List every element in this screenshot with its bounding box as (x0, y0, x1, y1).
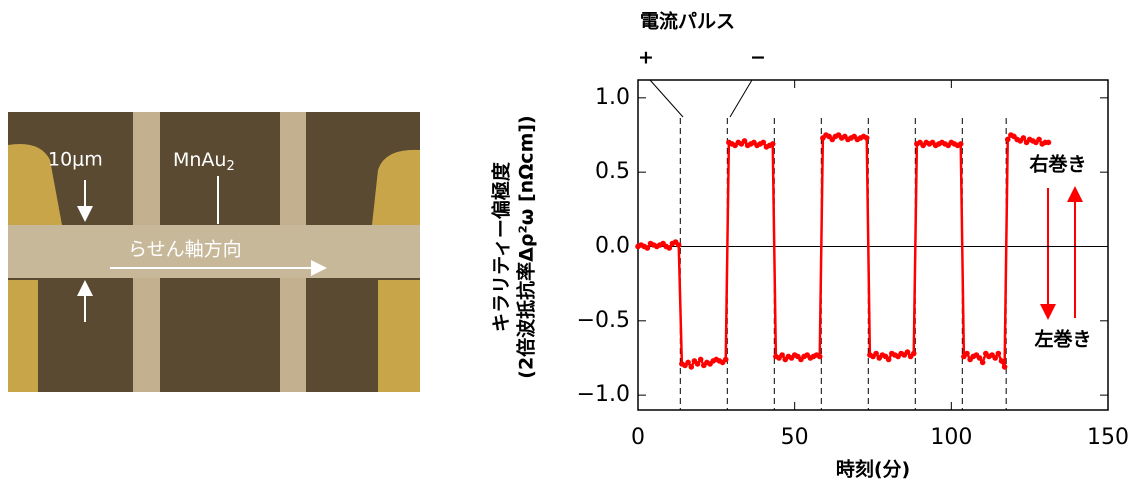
y-tick-label: −0.5 (577, 308, 630, 333)
chart-title: 電流パルス (640, 10, 735, 33)
micrograph: 10μm MnAu2 らせん軸方向 (8, 112, 420, 392)
material-name: MnAu (173, 149, 226, 171)
annotation: 右巻き (1028, 153, 1086, 176)
data-point (911, 351, 917, 357)
pointer (650, 80, 683, 117)
y-label: キラリティー偏極度 (490, 161, 513, 332)
data-point (1002, 364, 1008, 370)
pulse-sign: − (750, 47, 766, 69)
axis-label: らせん軸方向 (128, 239, 242, 261)
figure: 10μm MnAu2 らせん軸方向 電流パルス + − キラリティー偏極度 (2… (0, 0, 1143, 487)
data-point (676, 242, 682, 248)
annotation: 左巻き (1034, 328, 1091, 351)
material-label: MnAu2 (173, 149, 235, 174)
data-point (996, 351, 1002, 357)
data-line (638, 135, 1048, 367)
data-point (1046, 140, 1052, 146)
y-label: (2倍波抵抗率Δρ²ω [nΩcm]) (515, 115, 538, 378)
pulse-sign: + (638, 47, 654, 69)
x-tick-label: 150 (1087, 425, 1129, 450)
data-point (817, 354, 823, 360)
data-point (964, 351, 970, 357)
x-tick-label: 100 (930, 425, 972, 450)
data-point (688, 364, 694, 370)
x-tick-label: 50 (781, 425, 809, 450)
data-point (864, 135, 870, 141)
data-point (980, 360, 986, 366)
y-tick-label: −1.0 (577, 382, 630, 407)
data-point (886, 357, 892, 363)
y-tick-label: 1.0 (595, 85, 630, 110)
material-subscript: 2 (226, 159, 234, 174)
y-tick-label: 0.5 (595, 159, 630, 184)
data-point (770, 141, 776, 147)
data-point (999, 358, 1005, 364)
x-label: 時刻(分) (836, 458, 910, 481)
data-point (698, 357, 704, 363)
data-point (723, 357, 729, 363)
data-point (958, 141, 964, 147)
x-tick-label: 0 (631, 425, 645, 450)
y-tick-label: 0.0 (595, 233, 630, 258)
scale-label: 10μm (48, 149, 103, 171)
pointer (730, 80, 752, 117)
